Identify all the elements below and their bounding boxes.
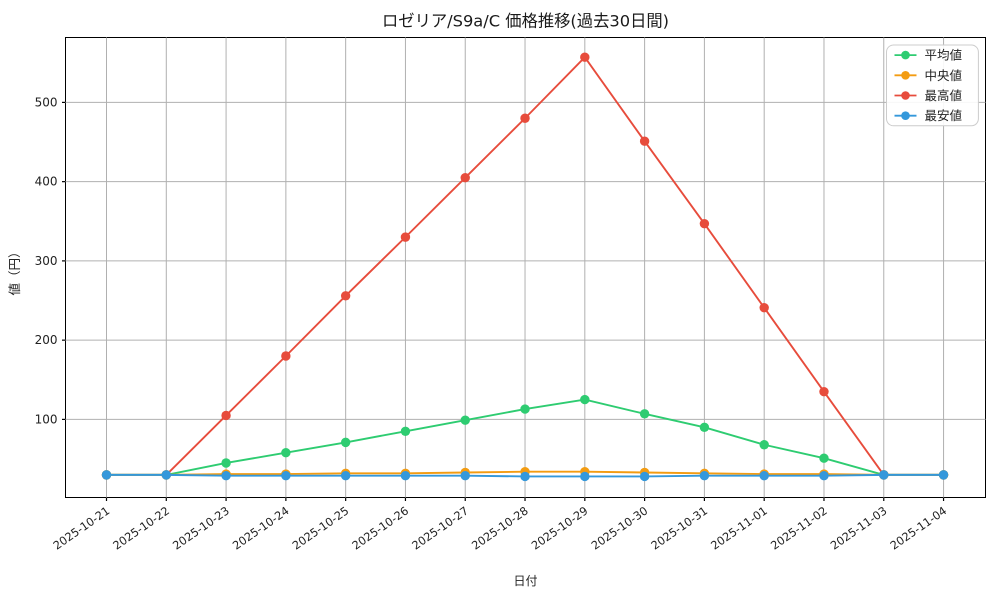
svg-text:日付: 日付 (513, 574, 537, 588)
svg-text:値（円）: 値（円） (7, 245, 22, 295)
svg-text:平均値: 平均値 (925, 48, 963, 63)
svg-text:200: 200 (35, 333, 58, 347)
svg-text:ロゼリア/S9a/C 価格推移(過去30日間): ロゼリア/S9a/C 価格推移(過去30日間) (382, 12, 669, 31)
svg-text:400: 400 (35, 175, 58, 189)
svg-text:最高値: 最高値 (925, 88, 963, 103)
svg-text:最安値: 最安値 (925, 108, 963, 123)
svg-text:100: 100 (35, 412, 58, 426)
svg-text:500: 500 (35, 95, 58, 109)
svg-text:300: 300 (35, 254, 58, 268)
svg-text:中央値: 中央値 (925, 68, 963, 83)
